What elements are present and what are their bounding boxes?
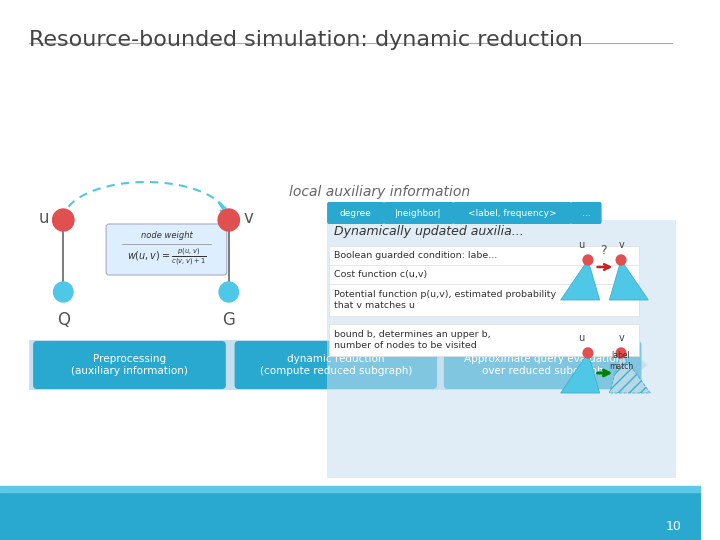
Bar — [0, 486, 701, 492]
Text: Resource-bounded simulation: dynamic reduction: Resource-bounded simulation: dynamic red… — [30, 30, 583, 50]
Polygon shape — [561, 260, 600, 300]
Text: Approximate query evaluation
over reduced subgraph: Approximate query evaluation over reduce… — [464, 354, 622, 376]
Text: dynamic reduction
(compute reduced subgraph): dynamic reduction (compute reduced subgr… — [260, 354, 412, 376]
FancyBboxPatch shape — [235, 341, 437, 389]
Text: Preprocessing
(auxiliary information): Preprocessing (auxiliary information) — [71, 354, 188, 376]
FancyBboxPatch shape — [106, 224, 227, 275]
Text: v: v — [619, 333, 625, 343]
Text: v: v — [619, 240, 625, 250]
FancyBboxPatch shape — [444, 341, 642, 389]
Circle shape — [616, 255, 626, 265]
Text: Potential function p(u,v), estimated probability
that v matches u: Potential function p(u,v), estimated pro… — [334, 291, 556, 310]
FancyBboxPatch shape — [384, 202, 454, 224]
Text: local auxiliary information: local auxiliary information — [289, 185, 470, 199]
Text: ?: ? — [600, 244, 607, 257]
FancyBboxPatch shape — [329, 246, 639, 266]
Text: Dynamically updated auxilia...: Dynamically updated auxilia... — [334, 226, 523, 239]
Circle shape — [219, 282, 238, 302]
Text: 10: 10 — [665, 519, 681, 532]
Text: |neighbor|: |neighbor| — [395, 208, 442, 218]
Bar — [0, 492, 701, 540]
FancyBboxPatch shape — [329, 324, 639, 356]
Text: bound b, determines an upper b,
number of nodes to be visited: bound b, determines an upper b, number o… — [334, 330, 490, 350]
FancyBboxPatch shape — [329, 284, 639, 316]
Text: Cost function c(u,v): Cost function c(u,v) — [334, 271, 427, 280]
Text: v: v — [243, 209, 253, 227]
Text: G: G — [222, 311, 235, 329]
Text: Boolean guarded condition: labe...: Boolean guarded condition: labe... — [334, 252, 497, 260]
FancyBboxPatch shape — [453, 202, 572, 224]
Text: u: u — [39, 209, 49, 227]
FancyBboxPatch shape — [327, 220, 675, 478]
Circle shape — [53, 209, 74, 231]
FancyBboxPatch shape — [327, 202, 384, 224]
Text: u: u — [578, 333, 585, 343]
Circle shape — [583, 348, 593, 358]
Text: Q: Q — [57, 311, 70, 329]
Circle shape — [218, 209, 240, 231]
Text: <label, frequency>: <label, frequency> — [468, 208, 557, 218]
Polygon shape — [561, 353, 600, 393]
Polygon shape — [609, 353, 650, 393]
FancyBboxPatch shape — [570, 202, 602, 224]
Text: u: u — [578, 240, 585, 250]
Circle shape — [53, 282, 73, 302]
Circle shape — [616, 348, 626, 358]
Text: $w(u,v) = \frac{p(u,v)}{c(v,v)+1}$: $w(u,v) = \frac{p(u,v)}{c(v,v)+1}$ — [127, 246, 207, 268]
FancyBboxPatch shape — [329, 265, 639, 285]
Polygon shape — [609, 260, 648, 300]
Text: degree: degree — [340, 208, 372, 218]
Text: label
match: label match — [609, 352, 633, 370]
Text: node weight: node weight — [140, 232, 192, 240]
Circle shape — [583, 255, 593, 265]
FancyBboxPatch shape — [33, 341, 226, 389]
Polygon shape — [30, 340, 647, 390]
Text: ...: ... — [582, 208, 590, 218]
